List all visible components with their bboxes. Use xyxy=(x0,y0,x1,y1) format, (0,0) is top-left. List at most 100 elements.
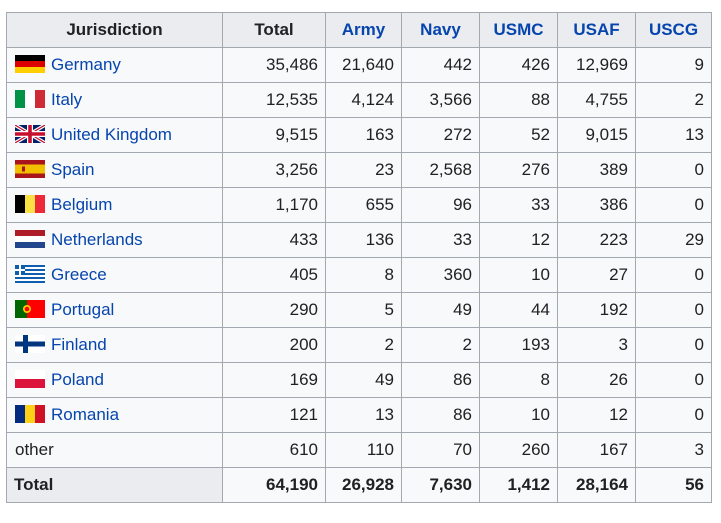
col-header-navy[interactable]: Navy xyxy=(401,12,480,48)
jurisdiction-cell: Romania xyxy=(6,397,223,433)
usmc-cell: 260 xyxy=(479,432,558,468)
army-cell: 655 xyxy=(325,187,402,223)
jurisdiction-link[interactable]: Finland xyxy=(51,335,107,354)
table-row: Greece 405 8 360 10 27 0 xyxy=(6,257,712,293)
col-header-total[interactable]: Total xyxy=(222,12,326,48)
usaf-cell: 12,969 xyxy=(557,47,636,83)
total-cell: 9,515 xyxy=(222,117,326,153)
total-cell: 35,486 xyxy=(222,47,326,83)
navy-cell: 272 xyxy=(401,117,480,153)
army-cell: 21,640 xyxy=(325,47,402,83)
usmc-cell: 44 xyxy=(479,292,558,328)
usmc-cell: 12 xyxy=(479,222,558,258)
table-row: Finland 200 2 2 193 3 0 xyxy=(6,327,712,363)
table-row: Romania 121 13 86 10 12 0 xyxy=(6,397,712,433)
jurisdiction-link[interactable]: Spain xyxy=(51,160,95,179)
it-flag-icon xyxy=(15,90,45,108)
col-header-usaf[interactable]: USAF xyxy=(557,12,636,48)
usaf-cell: 167 xyxy=(557,432,636,468)
jurisdiction-link[interactable]: United Kingdom xyxy=(51,125,172,144)
jurisdiction-cell: Finland xyxy=(6,327,223,363)
total-cell: 433 xyxy=(222,222,326,258)
usmc-cell: 52 xyxy=(479,117,558,153)
usmc-cell: 33 xyxy=(479,187,558,223)
table-row: Spain 3,256 23 2,568 276 389 0 xyxy=(6,152,712,188)
col-header-jurisdiction[interactable]: Jurisdiction xyxy=(6,12,223,48)
navy-cell: 2,568 xyxy=(401,152,480,188)
navy-cell: 2 xyxy=(401,327,480,363)
army-cell: 8 xyxy=(325,257,402,293)
usaf-cell: 27 xyxy=(557,257,636,293)
col-header-usmc[interactable]: USMC xyxy=(479,12,558,48)
uk-flag-icon xyxy=(14,123,46,145)
uscg-cell: 0 xyxy=(635,327,712,363)
jurisdiction-cell: United Kingdom xyxy=(6,117,223,153)
uscg-cell: 0 xyxy=(635,362,712,398)
total-cell: 1,170 xyxy=(222,187,326,223)
jurisdiction-cell: Germany xyxy=(6,47,223,83)
table-row: Belgium 1,170 655 96 33 386 0 xyxy=(6,187,712,223)
usaf-cell: 4,755 xyxy=(557,82,636,118)
navy-cell: 360 xyxy=(401,257,480,293)
navy-cell: 7,630 xyxy=(401,467,480,503)
jurisdiction-cell: Spain xyxy=(6,152,223,188)
usmc-cell: 426 xyxy=(479,47,558,83)
pt-flag-icon xyxy=(15,300,45,318)
navy-cell: 70 xyxy=(401,432,480,468)
table-row: Italy 12,535 4,124 3,566 88 4,755 2 xyxy=(6,82,712,118)
usmc-cell: 193 xyxy=(479,327,558,363)
usaf-cell: 389 xyxy=(557,152,636,188)
uscg-cell: 9 xyxy=(635,47,712,83)
army-cell: 163 xyxy=(325,117,402,153)
jurisdiction-cell: Netherlands xyxy=(6,222,223,258)
de-flag-icon xyxy=(15,55,45,73)
jurisdiction-cell: Poland xyxy=(6,362,223,398)
jurisdiction-link[interactable]: Romania xyxy=(51,405,120,424)
pl-flag-icon xyxy=(15,370,45,388)
col-header-uscg[interactable]: USCG xyxy=(635,12,712,48)
jurisdiction-link[interactable]: Belgium xyxy=(51,195,113,214)
army-cell: 136 xyxy=(325,222,402,258)
uscg-cell: 3 xyxy=(635,432,712,468)
table-row: Poland 169 49 86 8 26 0 xyxy=(6,362,712,398)
army-cell: 110 xyxy=(325,432,402,468)
navy-cell: 96 xyxy=(401,187,480,223)
usaf-cell: 9,015 xyxy=(557,117,636,153)
jurisdiction-cell: Italy xyxy=(6,82,223,118)
navy-cell: 33 xyxy=(401,222,480,258)
army-cell: 23 xyxy=(325,152,402,188)
jurisdiction-link[interactable]: Greece xyxy=(51,265,107,284)
uscg-cell: 0 xyxy=(635,152,712,188)
army-cell: 5 xyxy=(325,292,402,328)
army-cell: 26,928 xyxy=(325,467,402,503)
navy-cell: 49 xyxy=(401,292,480,328)
jurisdiction-link[interactable]: Poland xyxy=(51,370,104,389)
jurisdiction-link[interactable]: Germany xyxy=(51,55,121,74)
usaf-cell: 26 xyxy=(557,362,636,398)
army-cell: 13 xyxy=(325,397,402,433)
army-cell: 2 xyxy=(325,327,402,363)
uscg-cell: 0 xyxy=(635,187,712,223)
usmc-cell: 88 xyxy=(479,82,558,118)
total-cell: 64,190 xyxy=(222,467,326,503)
fi-flag-icon xyxy=(15,335,45,353)
usmc-cell: 1,412 xyxy=(479,467,558,503)
total-cell: 12,535 xyxy=(222,82,326,118)
col-header-army[interactable]: Army xyxy=(325,12,402,48)
uscg-cell: 0 xyxy=(635,292,712,328)
jurisdiction-cell: Portugal xyxy=(6,292,223,328)
uscg-cell: 56 xyxy=(635,467,712,503)
table-row: Netherlands 433 136 33 12 223 29 xyxy=(6,222,712,258)
troops-by-jurisdiction-table: Jurisdiction Total Army Navy USMC USAF U… xyxy=(6,12,712,503)
jurisdiction-link[interactable]: Netherlands xyxy=(51,230,143,249)
jurisdiction-link[interactable]: Italy xyxy=(51,90,83,109)
usaf-cell: 386 xyxy=(557,187,636,223)
usaf-cell: 192 xyxy=(557,292,636,328)
jurisdiction-link[interactable]: Portugal xyxy=(51,300,115,319)
navy-cell: 442 xyxy=(401,47,480,83)
uscg-cell: 2 xyxy=(635,82,712,118)
jurisdiction-cell: Greece xyxy=(6,257,223,293)
usaf-cell: 3 xyxy=(557,327,636,363)
navy-cell: 86 xyxy=(401,397,480,433)
uscg-cell: 0 xyxy=(635,397,712,433)
